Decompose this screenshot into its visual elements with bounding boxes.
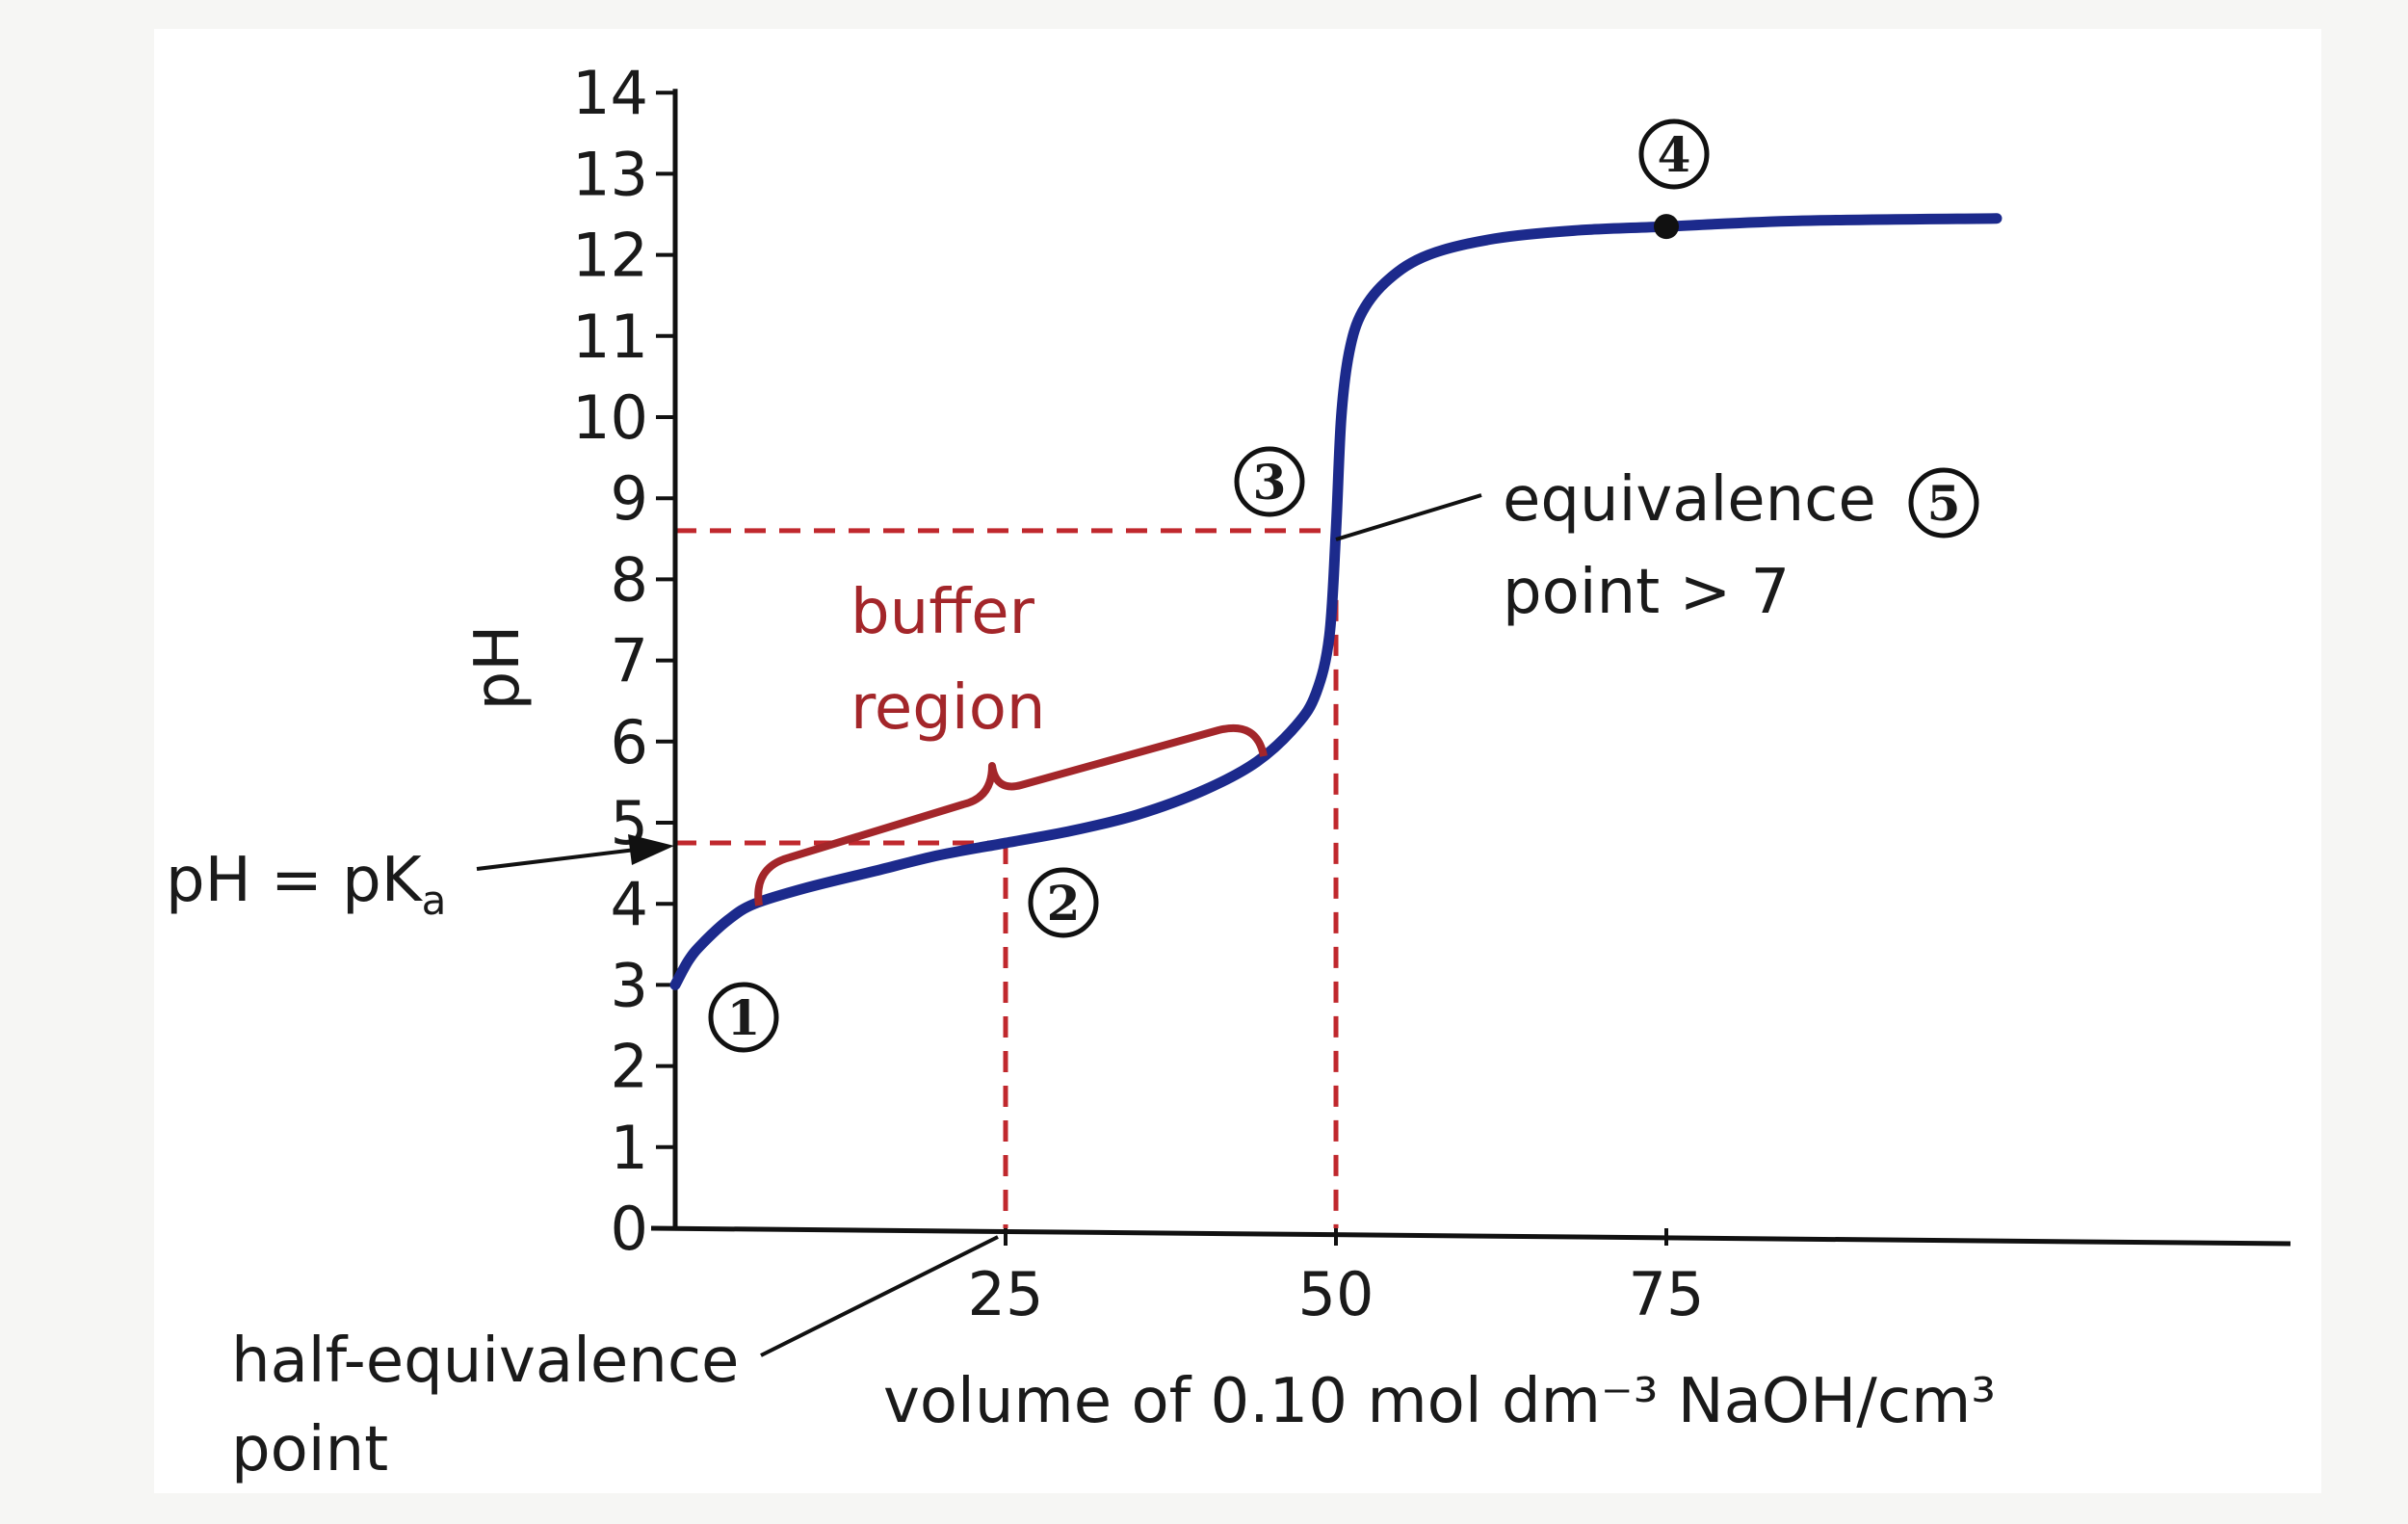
circled-label-2: 2 xyxy=(1028,867,1099,938)
equivalence-label-line1: equivalence xyxy=(1503,464,1876,536)
circled-label-3: 3 xyxy=(1234,446,1305,517)
svg-text:5: 5 xyxy=(1927,475,1961,532)
plot-background xyxy=(154,29,2321,1493)
half-equivalence-label-line1: half-equivalence xyxy=(231,1326,739,1397)
svg-text:1: 1 xyxy=(727,989,761,1046)
circled-label-5: 5 xyxy=(1908,467,1979,539)
x-tick-label: 50 xyxy=(1298,1259,1374,1329)
y-tick-label: 11 xyxy=(572,302,648,372)
y-tick-label: 1 xyxy=(611,1113,648,1183)
y-tick-label: 13 xyxy=(572,139,648,209)
svg-text:3: 3 xyxy=(1253,454,1287,511)
y-tick-label: 14 xyxy=(572,58,648,128)
point-4-marker xyxy=(1654,214,1679,240)
y-tick-label: 6 xyxy=(611,707,648,777)
y-axis-label: pH xyxy=(462,625,534,711)
buffer-label-line1: buffer xyxy=(851,577,1035,648)
y-tick-label: 3 xyxy=(611,950,648,1020)
y-tick-label: 12 xyxy=(572,221,648,291)
y-tick-label: 8 xyxy=(611,544,648,615)
y-tick-label: 0 xyxy=(611,1194,648,1264)
buffer-label-line2: region xyxy=(851,672,1045,744)
pka-arrow-line xyxy=(476,848,637,871)
equivalence-pointer-line xyxy=(1335,493,1482,541)
svg-text:4: 4 xyxy=(1658,126,1691,183)
half-equivalence-label-line2: point xyxy=(231,1414,388,1485)
ph-curve-series xyxy=(669,213,2002,990)
half-equivalence-pointer-line xyxy=(760,1235,999,1357)
equivalence-label-line2: point > 7 xyxy=(1503,557,1790,628)
y-tick-label: 9 xyxy=(611,463,648,534)
x-tick-label: 25 xyxy=(968,1259,1044,1329)
y-tick-label: 4 xyxy=(611,869,648,939)
x-axis-line xyxy=(650,1225,2291,1247)
y-tick-label: 7 xyxy=(611,626,648,696)
svg-text:2: 2 xyxy=(1047,875,1081,932)
x-tick-label: 75 xyxy=(1629,1259,1705,1329)
y-tick-label: 10 xyxy=(572,382,648,453)
buffer-brace xyxy=(754,723,1268,907)
x-axis-label: volume of 0.10 mol dm⁻³ NaOH/cm³ xyxy=(883,1366,1996,1437)
pka-label: pH = pKa xyxy=(166,845,446,924)
pka-arrow-head-icon xyxy=(628,834,674,865)
y-tick-label: 2 xyxy=(611,1032,648,1102)
circled-label-1: 1 xyxy=(708,982,779,1053)
circled-label-4: 4 xyxy=(1638,118,1710,190)
